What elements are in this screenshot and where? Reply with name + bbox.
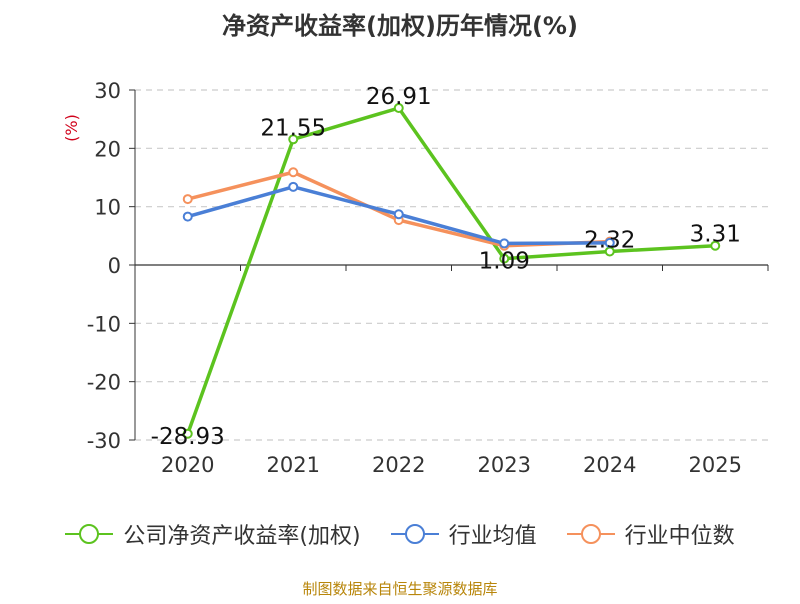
data-point xyxy=(393,103,404,114)
data-label: 2.32 xyxy=(584,227,635,253)
data-label: 21.55 xyxy=(260,115,326,141)
data-point xyxy=(288,167,299,178)
series-line xyxy=(186,106,716,435)
legend-marker-icon xyxy=(65,524,114,544)
legend-label: 行业均值 xyxy=(448,524,537,549)
chart-title: 净资产收益率(加权)历年情况(%) xyxy=(222,12,578,40)
y-tick-label: 30 xyxy=(94,79,121,103)
data-point xyxy=(393,209,404,220)
x-tick-label: 2023 xyxy=(478,453,531,477)
x-tick-label: 2025 xyxy=(689,453,742,477)
data-label: 26.91 xyxy=(366,84,432,110)
x-tick-label: 2020 xyxy=(161,453,214,477)
legend-item-industry-mean[interactable]: 行业均值 xyxy=(390,518,537,550)
data-point xyxy=(288,134,299,145)
legend: 公司净资产收益率(加权) 行业均值 行业中位数 xyxy=(0,518,800,550)
x-tick-label: 2022 xyxy=(372,453,425,477)
data-point xyxy=(182,194,193,205)
source-note: 制图数据来自恒生聚源数据库 xyxy=(302,580,498,598)
data-point xyxy=(499,238,510,249)
data-point xyxy=(288,181,299,192)
legend-marker-icon xyxy=(390,524,439,544)
data-point xyxy=(604,237,615,248)
data-label: 1.09 xyxy=(479,249,530,275)
y-tick-label: -10 xyxy=(87,312,121,336)
legend-marker-icon xyxy=(566,524,615,544)
series-line xyxy=(187,170,610,248)
x-tick-label: 2021 xyxy=(267,453,320,477)
y-tick-label: 20 xyxy=(94,137,121,161)
data-label: -28.93 xyxy=(151,424,225,450)
data-point xyxy=(182,211,193,222)
data-label: 3.31 xyxy=(690,222,741,248)
data-point xyxy=(182,428,193,439)
y-axis-label: (%) xyxy=(62,114,81,142)
legend-item-company-roe[interactable]: 公司净资产收益率(加权) xyxy=(65,518,361,550)
y-tick-label: 0 xyxy=(108,254,121,278)
legend-label: 公司净资产收益率(加权) xyxy=(123,524,361,549)
legend-label: 行业中位数 xyxy=(624,524,735,549)
x-tick-label: 2024 xyxy=(583,453,636,477)
y-tick-label: -20 xyxy=(87,371,121,395)
legend-item-industry-median[interactable]: 行业中位数 xyxy=(566,518,735,550)
y-tick-label: 10 xyxy=(94,196,121,220)
data-point xyxy=(499,253,510,264)
y-tick-label: -30 xyxy=(87,429,121,453)
data-point xyxy=(710,240,721,251)
